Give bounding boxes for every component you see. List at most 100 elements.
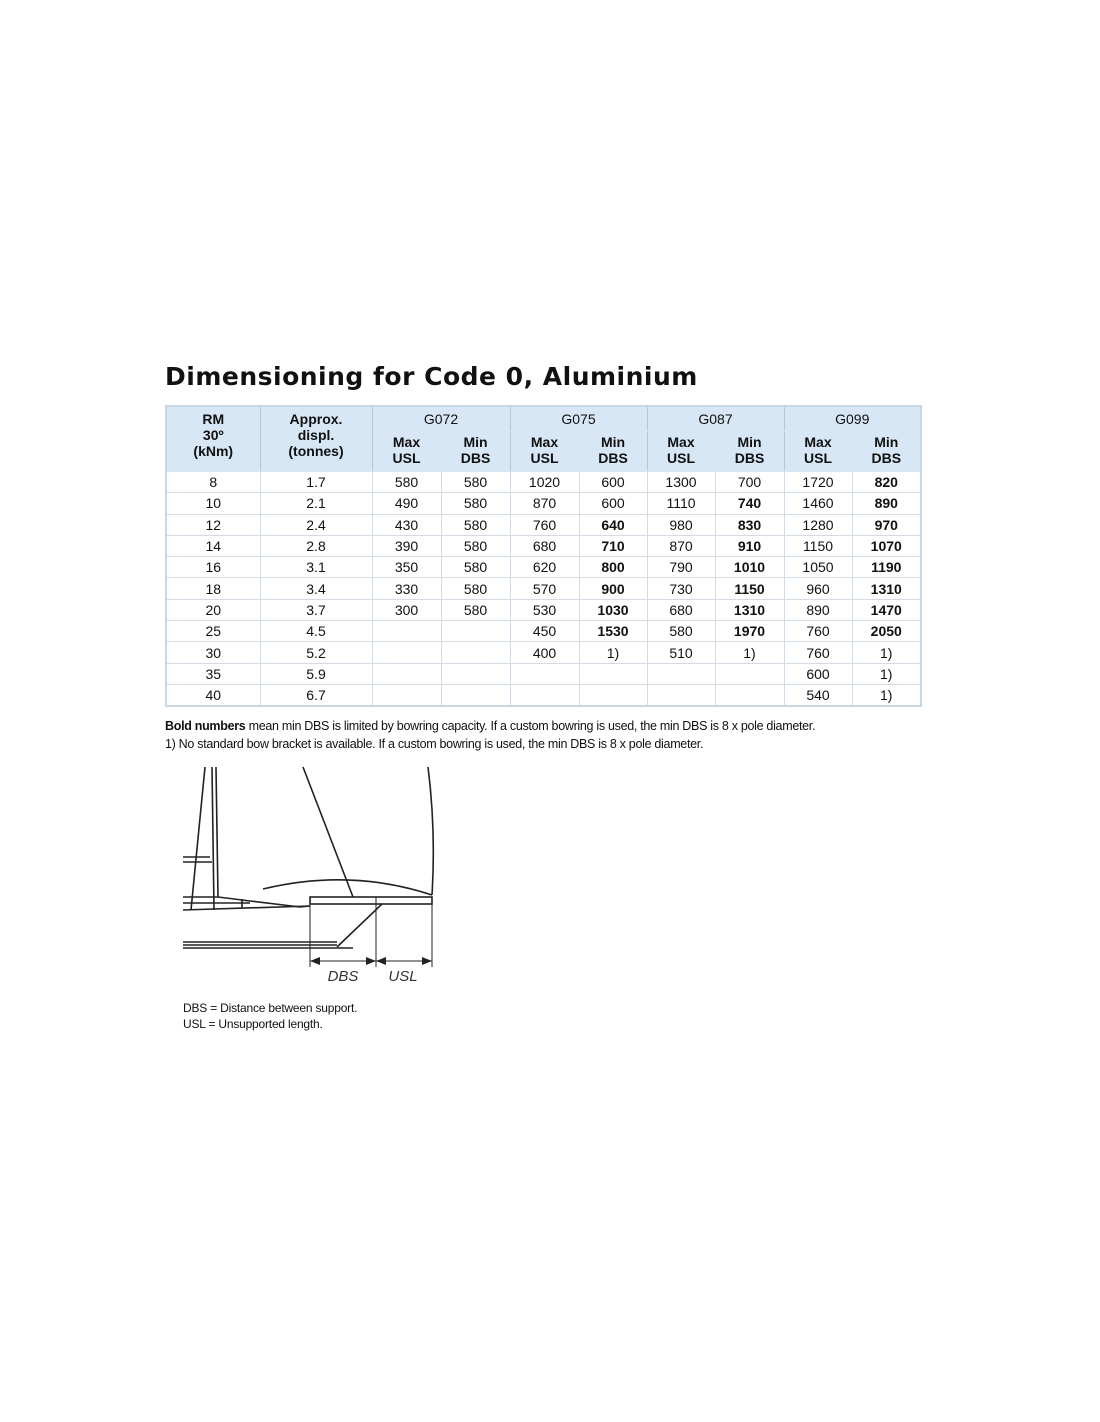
table-cell: 580 (646, 620, 716, 643)
header-sub-line: DBS (598, 450, 628, 466)
table-cell: 580 (440, 598, 511, 622)
table-cell: 760 (783, 641, 853, 664)
header-sub-line: USL (392, 450, 421, 466)
table-cell: 390 (371, 534, 442, 558)
header-sub-line: Min (874, 434, 899, 450)
table-row: 18 3.4 330 580 570 900 730 1150 960 1310 (165, 577, 922, 600)
header-sub-line: DBS (460, 450, 491, 466)
table-cell: 330 (371, 577, 442, 600)
usl-label: USL (388, 968, 417, 985)
table-cell: 1970 (714, 620, 785, 643)
header-sub-line: DBS (871, 450, 902, 466)
header-sub-line: Min (737, 434, 762, 450)
hull-lines (183, 941, 353, 949)
table-cell: 890 (851, 492, 922, 515)
header-group: G075 (509, 405, 648, 432)
deck-lines (182, 896, 311, 911)
header-rm-line: (kNm) (193, 443, 234, 459)
bow-bracket (336, 903, 383, 948)
bow-pole (309, 896, 433, 905)
table-cell: 5.2 (259, 641, 373, 664)
table-cell: 730 (646, 577, 716, 600)
table-cell: 760 (783, 620, 853, 643)
note-footnote: 1) No standard bow bracket is available.… (165, 737, 704, 751)
page-title: Dimensioning for Code 0, Aluminium (165, 362, 698, 391)
dimension-arrows (310, 957, 432, 965)
table-cell: 40 (165, 683, 261, 707)
header-min-dbs: Min DBS (440, 431, 511, 472)
table-cell: 740 (714, 492, 785, 515)
table-cell: 540 (783, 683, 853, 707)
header-sub-line: Max (392, 434, 421, 450)
table-cell: 680 (646, 598, 716, 622)
table-cell: 5.9 (259, 662, 373, 685)
note-bold: Bold numbers mean min DBS is limited by … (165, 719, 815, 733)
table-cell: 960 (783, 577, 853, 600)
header-rm-line: 30º (202, 427, 224, 443)
table-cell: 580 (440, 556, 511, 579)
table-row: 14 2.8 390 580 680 710 870 910 1150 1070 (165, 534, 922, 558)
table-cell: 790 (646, 556, 716, 579)
header-sub-line: Min (600, 434, 626, 450)
note-bold-text: mean min DBS is limited by bowring capac… (245, 719, 816, 733)
header-sub-line: USL (804, 450, 832, 466)
header-rm-line: RM (202, 411, 225, 427)
table-row: 30 5.2 400 1) 510 1) 760 1) (165, 641, 922, 664)
header-max-usl: Max USL (646, 431, 716, 472)
table-cell: 580 (440, 577, 511, 600)
legend-dbs: DBS = Distance between support. (183, 1001, 358, 1015)
header-max-usl: Max USL (509, 431, 580, 472)
header-sub-line: USL (667, 450, 695, 466)
gennaker-foot-curve (262, 879, 433, 896)
header-min-dbs: Min DBS (714, 431, 785, 472)
table-cell: 580 (371, 470, 442, 494)
header-group: G087 (646, 405, 785, 432)
table-row: 40 6.7 540 1) (165, 683, 922, 707)
shroud-line (302, 766, 354, 898)
header-group: G099 (783, 405, 922, 432)
dimension-lines (309, 897, 433, 967)
table-cell: 2.1 (259, 492, 373, 515)
table-cell: 580 (440, 492, 511, 515)
header-displ-line: displ. (297, 427, 335, 443)
table-cell: 1) (851, 662, 922, 685)
table-cell: 970 (851, 513, 922, 536)
table-cell: 6.7 (259, 683, 373, 707)
forestay-line (427, 766, 435, 896)
table-cell: 820 (851, 470, 922, 494)
table-cell: 600 (783, 662, 853, 685)
table-cell: 1) (851, 683, 922, 707)
header-max-usl: Max USL (371, 431, 442, 472)
dbs-label: DBS (328, 968, 359, 985)
header-min-dbs: Min DBS (578, 431, 648, 472)
table-cell: 680 (509, 534, 580, 558)
table-cell: 1720 (783, 470, 853, 494)
header-sub-line: Max (804, 434, 832, 450)
header-displ: Approx. displ. (tonnes) (259, 405, 373, 472)
table-cell: 35 (165, 662, 261, 685)
header-sub-line: Max (530, 434, 559, 450)
table-cell: 30 (165, 641, 261, 664)
table-cell: 900 (578, 577, 648, 600)
table-cell: 3.1 (259, 556, 373, 579)
header-sub-line: Max (667, 434, 695, 450)
header-sub-line: DBS (734, 450, 765, 466)
legend-usl: USL = Unsupported length. (183, 1017, 323, 1031)
table-cell: 570 (509, 577, 580, 600)
header-displ-line: Approx. (289, 411, 343, 427)
table-cell: 20 (165, 598, 261, 622)
table-row: 35 5.9 600 1) (165, 662, 922, 685)
mast-lines (183, 766, 219, 911)
note-bold-term: Bold numbers (165, 719, 246, 733)
table-row: 25 4.5 450 1530 580 1970 760 2050 (165, 620, 922, 643)
header-displ-line: (tonnes) (288, 443, 344, 459)
header-sub-line: Min (463, 434, 488, 450)
header-group: G072 (371, 405, 511, 432)
table-cell: 640 (578, 513, 648, 536)
dimensioning-table: RM 30º (kNm) Approx. displ. (tonnes) G07… (165, 405, 922, 708)
table-row: 16 3.1 350 580 620 800 790 1010 1050 1190 (165, 556, 922, 579)
header-rm: RM 30º (kNm) (165, 405, 261, 472)
header-sub-line: USL (530, 450, 559, 466)
table-cell: 530 (509, 598, 580, 622)
